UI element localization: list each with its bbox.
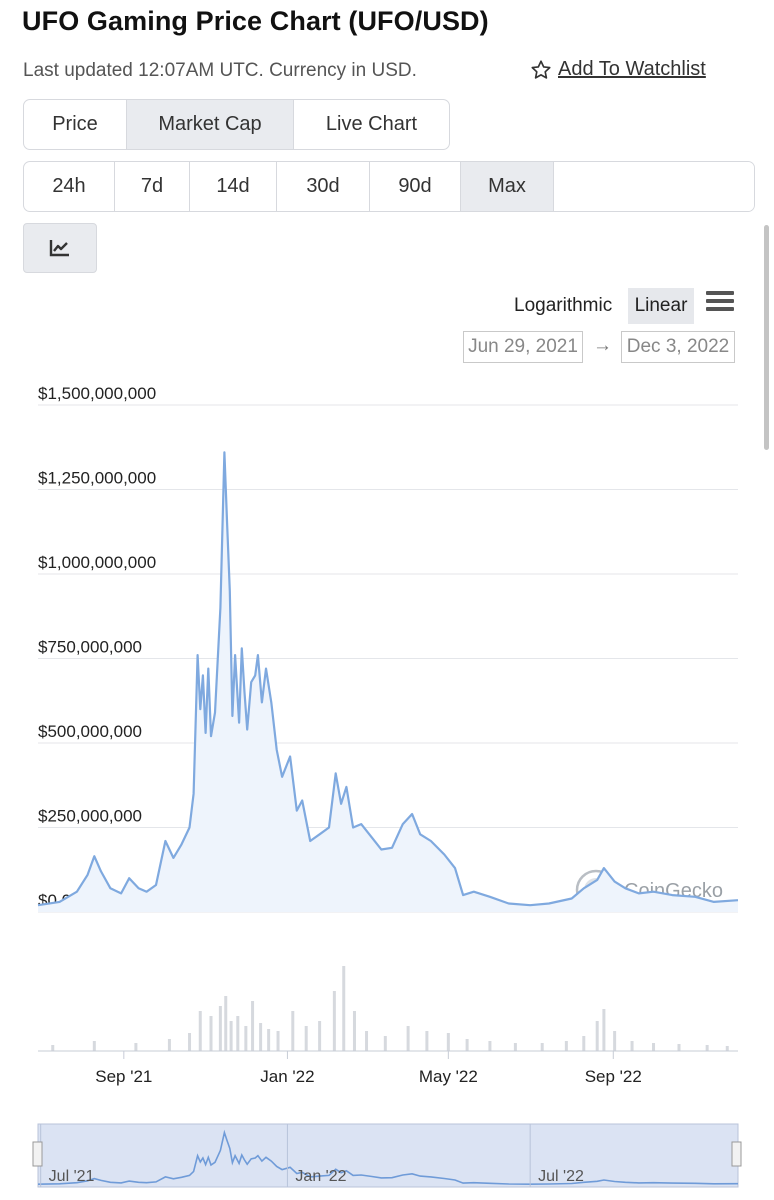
volume-bar	[198, 1011, 202, 1051]
time-range-tabs: 24h 7d 14d 30d 90d Max	[23, 161, 755, 212]
volume-bar	[564, 1041, 568, 1051]
volume-bar	[595, 1021, 599, 1051]
x-tick-label: Sep '21	[95, 1067, 152, 1086]
navigator-tick-label: Jan '22	[295, 1168, 346, 1185]
x-tick-label: Jan '22	[260, 1067, 314, 1086]
add-to-watchlist-link[interactable]: Add To Watchlist	[530, 58, 706, 81]
volume-bar	[236, 1016, 240, 1051]
volume-bar	[406, 1026, 410, 1051]
volume-bar	[365, 1031, 369, 1051]
x-axis: Sep '21 Jan '22 May '22 Sep '22	[95, 1051, 642, 1086]
volume-bar	[677, 1044, 681, 1051]
range-24h[interactable]: 24h	[24, 162, 115, 211]
date-to-input[interactable]: Dec 3, 2022	[621, 331, 735, 363]
line-chart-icon	[49, 240, 69, 257]
market-cap-chart: $1,500,000,000 $1,250,000,000 $1,000,000,0…	[32, 384, 742, 1188]
last-updated-text: Last updated 12:07AM UTC. Currency in US…	[23, 60, 417, 81]
volume-bar	[582, 1036, 586, 1051]
navigator-tick-label: Jul '21	[49, 1168, 95, 1185]
navigator-right-handle[interactable]	[731, 1141, 742, 1167]
y-axis: $1,500,000,000 $1,250,000,000 $1,000,000,0…	[38, 384, 156, 910]
volume-bar	[488, 1041, 492, 1051]
volume-bar	[267, 1029, 271, 1051]
x-tick-label: May '22	[419, 1067, 478, 1086]
volume-bar	[251, 1001, 255, 1051]
data-type-tabs: Price Market Cap Live Chart	[23, 99, 450, 150]
volume-bar	[134, 1043, 138, 1051]
volume-bar	[92, 1041, 96, 1051]
chart-gridlines	[38, 404, 738, 913]
y-tick-label: $1,250,000,000	[38, 469, 156, 488]
y-tick-label: $750,000,000	[38, 638, 142, 657]
y-tick-label: $1,500,000,000	[38, 384, 156, 403]
tab-price[interactable]: Price	[24, 100, 127, 149]
volume-bar	[318, 1021, 322, 1051]
volume-bar	[259, 1023, 263, 1051]
date-range-arrow: →	[593, 335, 612, 356]
volume-bar	[613, 1031, 617, 1051]
market-cap-line	[37, 451, 739, 907]
tab-live-chart[interactable]: Live Chart	[325, 113, 418, 135]
volume-bar	[352, 1011, 356, 1051]
range-14d[interactable]: 14d	[190, 162, 277, 211]
volume-bar	[224, 996, 228, 1051]
volume-bar	[188, 1033, 192, 1051]
volume-bar	[725, 1046, 729, 1051]
date-from-input[interactable]: Jun 29, 2021	[463, 331, 583, 363]
range-90d[interactable]: 90d	[370, 162, 461, 211]
volume-bar	[167, 1039, 171, 1051]
volume-bar	[465, 1039, 469, 1051]
range-30d[interactable]: 30d	[277, 162, 370, 211]
scale-logarithmic-button[interactable]: Logarithmic	[514, 295, 613, 316]
volume-bars	[51, 966, 729, 1051]
navigator-tick-label: Jul '22	[538, 1168, 584, 1185]
chart-menu-icon[interactable]	[706, 291, 734, 315]
navigator[interactable]: Jul '21 Jan '22 Jul '22	[32, 1123, 742, 1188]
navigator-left-handle[interactable]	[32, 1141, 43, 1167]
volume-bar	[209, 1016, 213, 1051]
volume-bar	[291, 1011, 295, 1051]
volume-bar	[630, 1041, 634, 1051]
volume-bar	[540, 1043, 544, 1051]
volume-bar	[705, 1045, 709, 1051]
volume-bar	[304, 1026, 308, 1051]
volume-bar	[332, 991, 336, 1051]
chart-type-button[interactable]	[23, 223, 97, 273]
range-tabs-filler	[554, 162, 754, 211]
volume-bar	[218, 1006, 222, 1051]
range-max[interactable]: Max	[461, 162, 554, 211]
range-7d[interactable]: 7d	[115, 162, 190, 211]
volume-bar	[244, 1026, 248, 1051]
volume-bar	[229, 1021, 233, 1051]
navigator-line	[37, 1129, 739, 1186]
watchlist-label: Add To Watchlist	[558, 58, 706, 80]
volume-bar	[652, 1043, 656, 1051]
star-icon	[531, 59, 551, 79]
y-tick-label: $250,000,000	[38, 807, 142, 826]
volume-bar	[342, 966, 346, 1051]
page-title: UFO Gaming Price Chart (UFO/USD)	[22, 6, 489, 36]
volume-bar	[51, 1045, 55, 1051]
x-tick-label: Sep '22	[585, 1067, 642, 1086]
volume-bar	[602, 1009, 606, 1051]
tab-market-cap[interactable]: Market Cap	[127, 100, 294, 149]
y-tick-label: $1,000,000,000	[38, 553, 156, 572]
volume-bar	[276, 1031, 280, 1051]
volume-bar	[513, 1043, 517, 1051]
page-scrollbar[interactable]	[764, 225, 769, 450]
volume-bar	[425, 1031, 429, 1051]
scale-linear-button[interactable]: Linear	[628, 288, 694, 324]
market-cap-area	[38, 452, 738, 912]
volume-bar	[383, 1036, 387, 1051]
volume-bar	[446, 1033, 450, 1051]
y-tick-label: $500,000,000	[38, 722, 142, 741]
